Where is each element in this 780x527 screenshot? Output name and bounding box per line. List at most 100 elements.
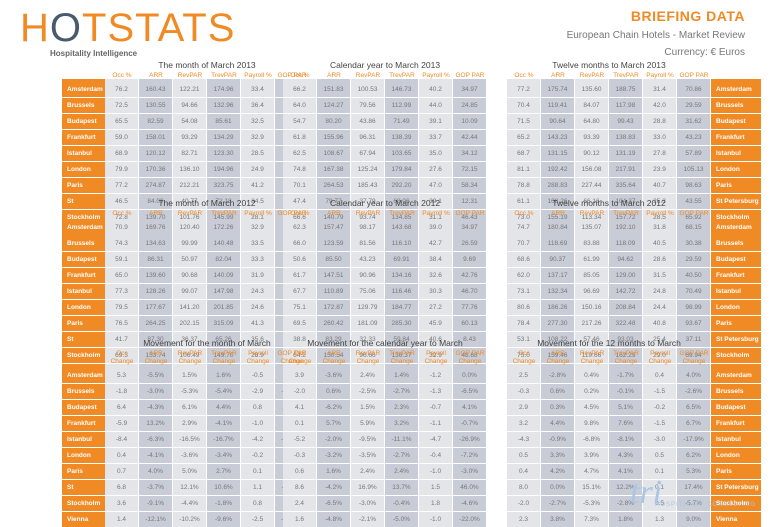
table-cell: 122.21 [173, 82, 206, 97]
table-cell: 99.43 [609, 114, 642, 129]
table-cell: 140.48 [207, 236, 240, 251]
table-cell: 59.1 [105, 252, 138, 267]
table-cell: 85.50 [317, 252, 350, 267]
table-cell: 31.8 [643, 220, 676, 235]
table-cell: 0.6 [283, 464, 316, 479]
table-cell: 138.83 [609, 130, 642, 145]
table-cell: 40.8 [643, 316, 676, 331]
table-cell: 150.54 [317, 348, 350, 363]
table-cell: -9.1% [139, 496, 172, 511]
table-cell: 27.8 [643, 146, 676, 161]
table-cell: -3.5% [351, 448, 384, 463]
table-cell: 110.89 [317, 284, 350, 299]
header-band [609, 79, 642, 82]
table-cell: 146.73 [385, 82, 418, 97]
table-cell: 29.59 [677, 252, 710, 267]
table-cell: 57.89 [677, 146, 710, 161]
city-label: Istanbul [62, 432, 105, 447]
table-cell: -5.4% [207, 384, 240, 399]
header-band [283, 79, 316, 82]
table-cell: 4.0% [139, 464, 172, 479]
table-cell: 67.7 [283, 284, 316, 299]
table-cell: 1.4% [385, 368, 418, 383]
table-cell: 93.39 [575, 130, 608, 145]
table-cell: 61.7 [283, 268, 316, 283]
table-cell: -3.6% [317, 368, 350, 383]
table-cell: -0.3 [283, 448, 316, 463]
table-cell: 156.08 [575, 162, 608, 177]
city-label: St Petersburg [711, 194, 761, 209]
table-cell: 38.8 [283, 332, 316, 347]
table-cell: -6.3% [139, 432, 172, 447]
table-cell: 6.7% [677, 416, 710, 431]
city-label: Paris [711, 178, 761, 193]
table-cell: 24.85 [453, 98, 486, 113]
table-cell: 4.2% [541, 464, 574, 479]
table-cell: -6.2% [317, 400, 350, 415]
column-header: ARR Change [144, 350, 168, 365]
column-header: TrevPAR [389, 72, 415, 79]
column-header: GOP PAR Change [277, 350, 307, 365]
table-cell: 117.98 [609, 98, 642, 113]
city-label: St Petersburg [711, 332, 761, 347]
table-cell: -0.3 [507, 384, 540, 399]
table-cell: 132.96 [207, 98, 240, 113]
table-cell: 0.4 [105, 448, 138, 463]
table-cell: 74.8 [283, 162, 316, 177]
table-cell: 61.1 [507, 194, 540, 209]
table-cell: 217.91 [609, 162, 642, 177]
city-label: Brussels [711, 236, 761, 251]
table-cell: 69.91 [385, 252, 418, 267]
city-label: St Petersburg [62, 332, 105, 358]
city-label: Paris [62, 178, 105, 193]
table-cell: 217.26 [575, 316, 608, 331]
table-cell: -2.8% [541, 368, 574, 383]
city-label: Paris [711, 316, 761, 331]
city-label: Amsterdam [62, 368, 105, 383]
table-cell: 96.69 [575, 284, 608, 299]
table-cell: 76.2 [105, 82, 138, 97]
table-cell: 277.30 [541, 316, 574, 331]
header-band [575, 79, 608, 82]
table-cell: -9.5% [351, 432, 384, 447]
header-band [677, 79, 710, 82]
table-cell: 70.1 [283, 178, 316, 193]
table-cell: 100.53 [351, 82, 384, 97]
table-cell: -4.2% [317, 480, 350, 495]
table-cell: 119.41 [541, 98, 574, 113]
table-cell: 129.79 [351, 300, 384, 315]
table-cell: 158.01 [139, 130, 172, 145]
column-header: Payroll % [244, 210, 272, 217]
table-cell: 227.44 [575, 178, 608, 193]
column-header: Payroll % [422, 210, 450, 217]
city-label: Frankfurt [711, 130, 761, 145]
table-cell: 4.1% [453, 400, 486, 415]
table-cell: -0.5 [241, 368, 274, 383]
table-cell: 28.9 [241, 348, 274, 363]
column-header: Occ Change [288, 350, 312, 365]
table-cell: 94.66 [173, 98, 206, 113]
table-cell: 201.85 [207, 300, 240, 315]
table-cell: 181.09 [351, 316, 384, 331]
table-cell: 65.26 [207, 332, 240, 347]
column-header: Payroll % [646, 210, 674, 217]
table-cell: -1.1 [419, 416, 452, 431]
table-cell: 93.67 [677, 316, 710, 331]
table-cell: 43.23 [351, 252, 384, 267]
table-cell: 39.1 [419, 194, 452, 209]
city-label: Amsterdam [62, 220, 105, 235]
table-cell: 69.3 [105, 348, 138, 363]
table-cell: 72.5 [105, 98, 138, 113]
table-cell: -1.8% [207, 496, 240, 511]
table-cell: -4.1% [139, 448, 172, 463]
table-cell: 24.3 [241, 284, 274, 299]
section-title-mov_month: Movement for the month of March [143, 338, 271, 348]
table-cell: 80.20 [317, 114, 350, 129]
table-cell: -1.7% [609, 368, 642, 383]
table-cell: 0.2% [575, 384, 608, 399]
table-cell: 75.0 [507, 348, 540, 363]
column-header: GOP PAR [679, 210, 709, 217]
table-cell: -2.7% [541, 496, 574, 511]
table-cell: 185.43 [351, 178, 384, 193]
city-label: Amsterdam [711, 368, 761, 383]
